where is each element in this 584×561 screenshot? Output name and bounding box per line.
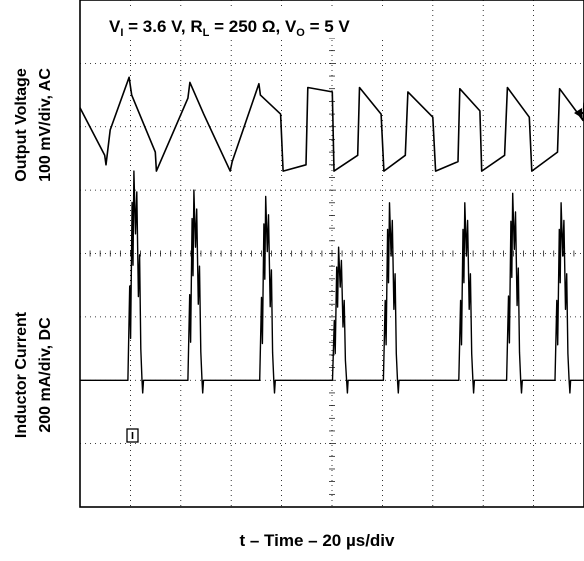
inductor-current-label: Inductor Current <box>13 311 30 438</box>
output-voltage-scale-label: 100 mV/div, AC <box>37 68 54 182</box>
inductor-current-scale-label: 200 mA/div, DC <box>37 317 54 433</box>
x-axis-label: t – Time – 20 µs/div <box>239 531 395 550</box>
inductor-current-trace <box>80 170 584 394</box>
channel-2-marker <box>126 428 139 443</box>
test-conditions: VI = 3.6 V, RL = 250 Ω, VO = 5 V <box>109 17 350 39</box>
output-voltage-label: Output Voltage <box>13 68 30 182</box>
channel-1-marker <box>574 108 584 118</box>
output-voltage-trace <box>79 76 584 172</box>
conditions-background <box>100 10 430 38</box>
